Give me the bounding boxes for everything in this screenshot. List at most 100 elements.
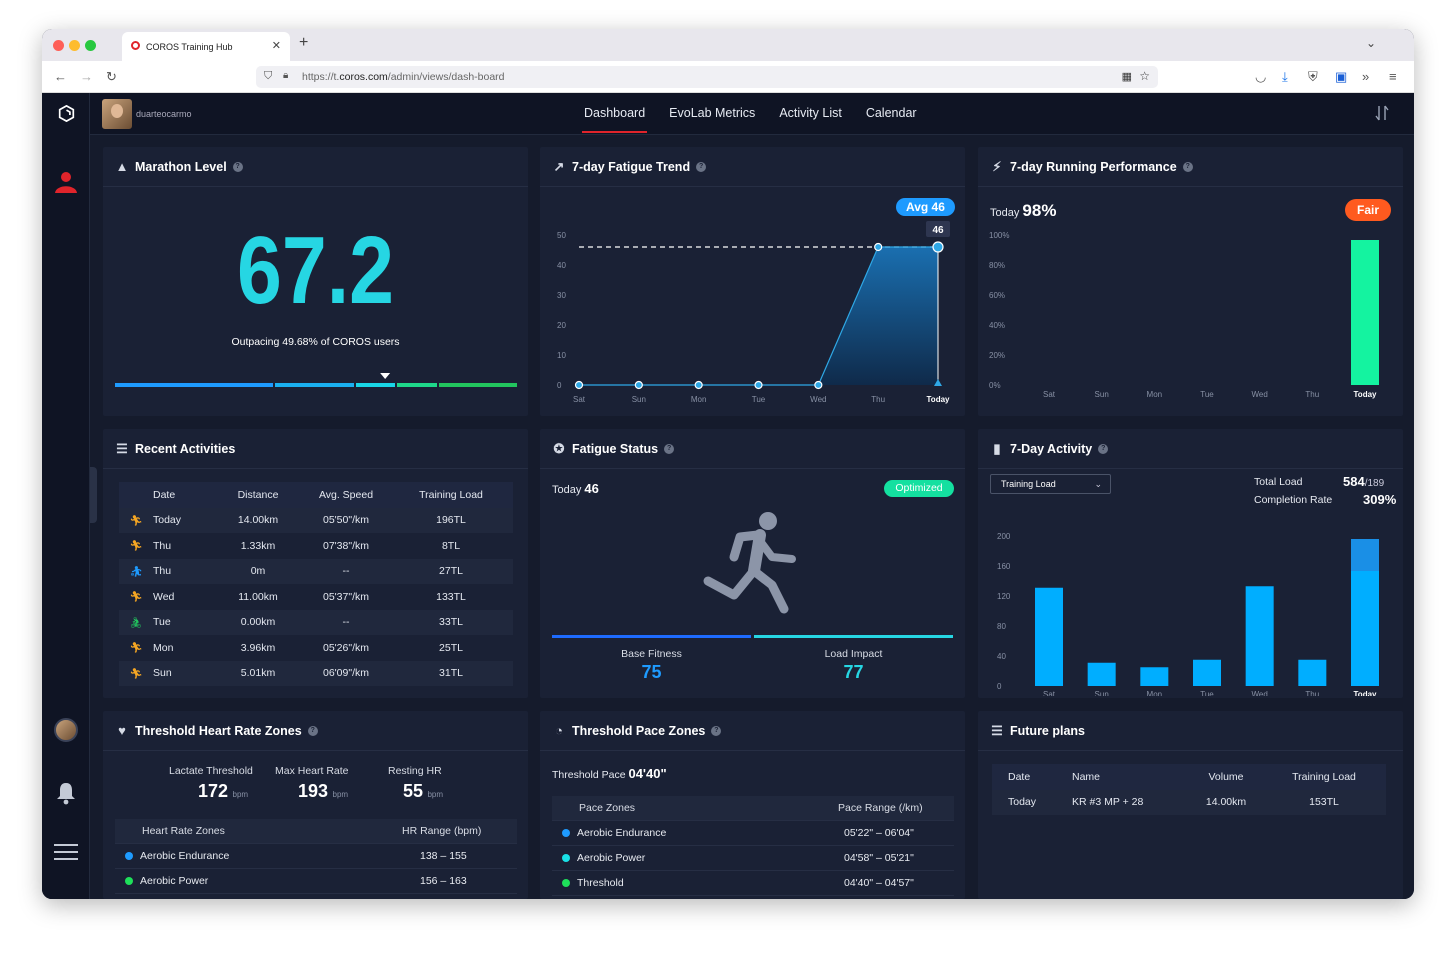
extension-shield-icon[interactable]: ⛨ [1308, 69, 1318, 84]
run-icon: 🏃︎ [129, 514, 143, 527]
maximize-window-button[interactable] [85, 40, 96, 51]
info-icon[interactable]: ? [1098, 443, 1109, 454]
speedometer-icon: ◔ [555, 722, 563, 738]
lactate-threshold: Lactate Threshold 172 bpm [169, 765, 265, 802]
tab-list-chevron-icon[interactable]: ⌄ [1365, 36, 1376, 50]
zone-range: 04'40" – 04'57" [844, 877, 914, 889]
card-header: ⚡︎ 7-day Running Performance ? [978, 147, 1403, 187]
tab-activity-list[interactable]: Activity List [779, 106, 842, 120]
x-tick-label: Thu [871, 395, 885, 404]
sort-arrows-icon[interactable] [1374, 104, 1390, 122]
minimize-window-button[interactable] [69, 40, 80, 51]
running-performance-chart: 100% 80% 60% 40% 20% 0% Sat Sun Mon Tue Wed Thu Toda… [989, 231, 1379, 399]
new-tab-button[interactable]: + [299, 34, 309, 51]
tab-dashboard[interactable]: Dashboard [572, 93, 657, 135]
bookmark-star-icon[interactable]: ☆ [1139, 69, 1150, 83]
zone-dot [125, 852, 133, 860]
row-speed: 07'38"/km [322, 539, 369, 552]
list-icon: ☰ [116, 440, 128, 456]
address-bar[interactable]: ⛉ 🔒︎ https://t. coros.com/admin/views/das… [256, 66, 1158, 88]
card-title: Fatigue Status [572, 441, 659, 456]
info-icon[interactable]: ? [696, 161, 707, 172]
row-load: 196TL [436, 514, 466, 527]
y-tick-label: 0% [989, 381, 1001, 390]
table-header-row: Date Distance Avg. Speed Training Load [119, 482, 513, 508]
run-icon: 🏃︎ [129, 591, 143, 604]
list-item[interactable]: Threshold 04'40" – 04'57" [552, 871, 954, 896]
list-item[interactable]: Aerobic Endurance 138 – 155 [115, 844, 517, 869]
notification-bell-icon[interactable] [55, 781, 77, 805]
table-row[interactable]: 🏃︎ Thu 1.33km 07'38"/km 8TL [119, 533, 513, 559]
row-distance: 5.01km [240, 667, 276, 680]
list-icon: ☰ [991, 722, 1003, 738]
table-row[interactable]: 🏃︎ Sun 5.01km 06'09"/km 31TL [119, 660, 513, 686]
zone-dot [125, 877, 133, 885]
x-tick-label: Thu [1305, 390, 1319, 399]
table-row[interactable]: 🏃︎ Today 14.00km 05'50"/km 196TL [119, 507, 513, 533]
table-row[interactable]: 🏃︎ Wed 11.00km 05'37"/km 133TL [119, 584, 513, 610]
table-row[interactable]: ⛹︎ Thu 0m -- 27TL [119, 558, 513, 584]
download-icon[interactable]: ⤓ [1282, 69, 1288, 84]
info-icon[interactable]: ? [1182, 161, 1193, 172]
completion-rate: Completion Rate 309% [1254, 492, 1396, 507]
browser-window: COROS Training Hub ✕ + ⌄ ← → ↻ ⛉ 🔒︎ http… [42, 29, 1414, 899]
bitwarden-icon[interactable]: ▣ [1335, 69, 1348, 84]
x-tick-label: Tue [752, 395, 766, 404]
hamburger-menu-icon[interactable] [54, 843, 78, 861]
card-title: 7-Day Activity [1010, 441, 1093, 456]
back-arrow-icon[interactable]: ← [54, 69, 67, 84]
x-tick-label: Today [1354, 690, 1378, 696]
list-item[interactable]: Aerobic Power 04'58" – 05'21" [552, 846, 954, 871]
close-tab-icon[interactable]: ✕ [271, 40, 281, 52]
user-profile[interactable]: duarteocarmo [102, 99, 192, 129]
row-date: Today [153, 514, 182, 527]
data-point [932, 241, 944, 253]
cone-icon: ▲ [115, 158, 129, 174]
row-speed: -- [342, 616, 350, 629]
seven-day-activity-card: ▮ 7-Day Activity ? Training Load ⌄ Total… [978, 429, 1403, 698]
more-tools-icon[interactable]: » [1362, 69, 1370, 84]
unit-label: bpm [232, 790, 249, 799]
base-fitness: Base Fitness 75 [552, 648, 751, 683]
zone-range: 156 – 163 [420, 875, 467, 887]
sidebar-collapse-handle[interactable] [90, 467, 97, 523]
today-label: Today [552, 484, 582, 496]
profile-person-icon[interactable] [54, 171, 78, 193]
resting-label: Resting HR [388, 765, 442, 777]
menu-icon[interactable]: ≡ [1389, 69, 1397, 84]
reload-icon[interactable]: ↻ [106, 69, 117, 84]
y-tick-label: 30 [557, 291, 566, 300]
activity-bar [1035, 587, 1063, 686]
forward-arrow-icon[interactable]: → [80, 69, 93, 84]
list-item[interactable]: Aerobic Endurance 05'22" – 06'04" [552, 821, 954, 846]
run-icon: 🏃︎ [129, 667, 143, 680]
unit-label: bpm [332, 790, 349, 799]
info-icon[interactable]: ? [664, 443, 675, 454]
tab-evolab-metrics[interactable]: EvoLab Metrics [669, 106, 756, 120]
maxhr-label: Max Heart Rate [275, 765, 349, 777]
zone-name: Threshold [577, 877, 624, 889]
pocket-icon[interactable]: ◡ [1255, 69, 1267, 84]
info-icon[interactable]: ? [307, 725, 318, 736]
url-prefix: https://t. [302, 71, 340, 83]
y-tick-label: 0 [997, 682, 1002, 691]
sidebar-avatar[interactable] [54, 718, 78, 742]
table-row[interactable]: Today KR #3 MP + 28 14.00km 153TL [992, 789, 1386, 815]
info-icon[interactable]: ? [232, 161, 243, 172]
card-title: 7-day Fatigue Trend [572, 159, 691, 174]
url-host: coros.com [339, 71, 388, 83]
run-icon: 🏃︎ [129, 642, 143, 655]
table-row[interactable]: 🏃︎ Mon 3.96km 05'26"/km 25TL [119, 635, 513, 661]
browser-tab[interactable]: COROS Training Hub ✕ [122, 32, 290, 61]
list-item[interactable]: Aerobic Power 156 – 163 [115, 869, 517, 894]
info-icon[interactable]: ? [711, 725, 722, 736]
row-date: Tue [153, 616, 171, 629]
metric-select[interactable]: Training Load ⌄ [990, 474, 1111, 494]
tab-calendar[interactable]: Calendar [865, 106, 917, 120]
y-tick-label: 40 [997, 652, 1006, 661]
coros-logo-icon[interactable] [58, 105, 75, 122]
close-window-button[interactable] [53, 40, 64, 51]
qr-code-icon[interactable]: ▦ [1121, 71, 1132, 83]
table-row[interactable]: 🚴︎ Tue 0.00km -- 33TL [119, 609, 513, 635]
row-volume: 14.00km [1205, 796, 1247, 809]
